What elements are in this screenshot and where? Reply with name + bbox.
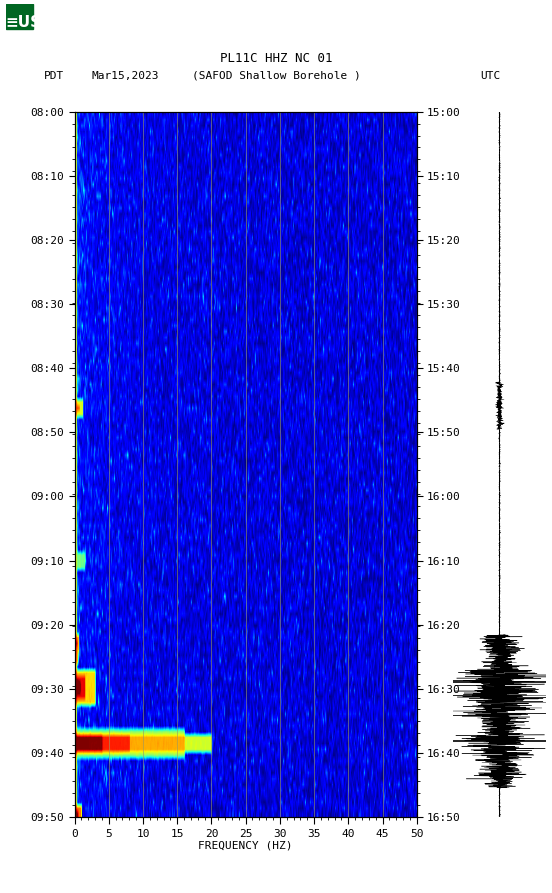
Text: (SAFOD Shallow Borehole ): (SAFOD Shallow Borehole ) [192,71,360,81]
Text: UTC: UTC [480,71,501,81]
X-axis label: FREQUENCY (HZ): FREQUENCY (HZ) [198,840,293,850]
Bar [6,4,33,29]
Text: Mar15,2023: Mar15,2023 [91,71,158,81]
Text: ≡USGS: ≡USGS [6,15,65,29]
Text: PL11C HHZ NC 01: PL11C HHZ NC 01 [220,52,332,64]
Text: PDT: PDT [44,71,65,81]
